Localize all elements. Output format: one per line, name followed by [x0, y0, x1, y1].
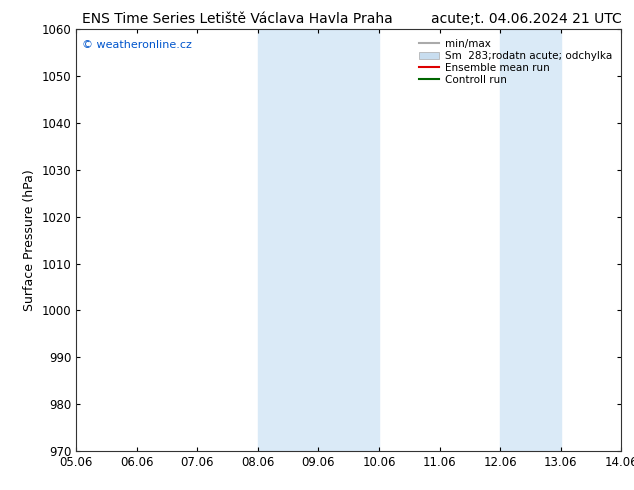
Legend: min/max, Sm  283;rodatn acute; odchylka, Ensemble mean run, Controll run: min/max, Sm 283;rodatn acute; odchylka, …	[415, 35, 616, 89]
Text: ENS Time Series Letiště Václava Havla Praha: ENS Time Series Letiště Václava Havla Pr…	[82, 12, 393, 26]
Bar	[500, 29, 560, 451]
Text: acute;t. 04.06.2024 21 UTC: acute;t. 04.06.2024 21 UTC	[431, 12, 622, 26]
Y-axis label: Surface Pressure (hPa): Surface Pressure (hPa)	[23, 169, 36, 311]
Bar	[258, 29, 379, 451]
Text: © weatheronline.cz: © weatheronline.cz	[82, 40, 191, 50]
